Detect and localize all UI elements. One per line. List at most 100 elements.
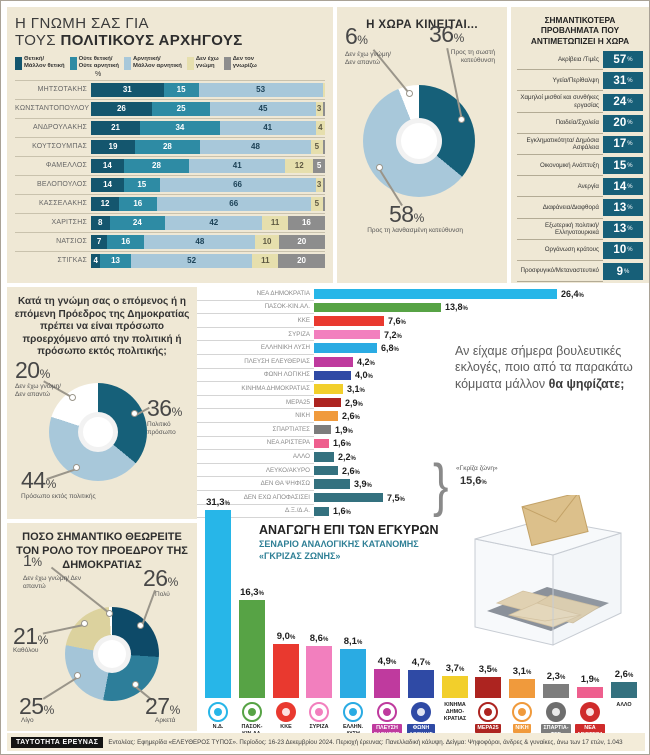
problem-row: Προσφυγικό/Μεταναστευτικό 9% [517,261,643,283]
percent-sign: % [258,591,264,597]
vote-value: 7,2% [384,329,402,340]
percent-sign: % [359,387,365,394]
percent-sign: % [366,483,372,490]
vote-bar [314,492,383,503]
donut-slice-label: Δεν έχω γνώμη/ Δεν απαντώ [345,51,392,67]
leader-bar-segment: 26 [91,101,152,116]
legend-label-line2: γνωρίζω [232,62,257,69]
projection-title: ΑΝΑΓΩΓΗ ΕΠΙ ΤΩΝ ΕΓΚΥΡΩΝ [259,523,439,537]
donut-slice-label: Πολιτικό πρόσωπο [147,421,176,437]
vote-value: 6,8% [381,343,399,354]
donut-slice-label: Καθόλου [13,647,39,654]
percent-sign: % [354,469,360,476]
projection-party-label-line: Ν.Δ. [212,724,224,730]
vote-value: 13,8% [445,302,468,313]
leaders-panel-title: Η ΓΝΩΜΗ ΣΑΣ ΓΙΑ ΤΟΥΣ ΠΟΛΙΤΙΚΟΥΣ ΑΡΧΗΓΟΥΣ [15,15,325,50]
leaders-title-line2-bold: ΠΟΛΙΤΙΚΟΥΣ ΑΡΧΗΓΟΥΣ [60,32,243,50]
percent-sign: % [31,555,42,569]
problem-label: Εγκληματικότητα/ Δημόσια Ασφάλεια [517,134,603,156]
vote-party-label: ΚΙΝΗΜΑ ΔΗΜΟΚΡΑΤΙΑΣ [197,382,314,396]
party-logo-glyph [315,708,323,716]
vote-row: ΣΥΡΙΖΑ 7,2% [197,328,645,342]
country-direction-panel: Η ΧΩΡΑ ΚΙΝΕΙΤΑΙ... 6% Δεν έχω γνώμη/ Δεν … [337,7,507,283]
leader-name: ΚΩΝΣΤΑΝΤΟΠΟΥΛΟΥ [15,105,90,113]
problem-label: Ακρίβεια /Τιμές [517,49,603,71]
legend-label: Αρνητική/Μάλλον αρνητική [133,56,182,70]
percent-sign: % [627,183,633,190]
legend-swatch-icon [124,56,132,70]
vote-value: 4,2% [357,356,375,367]
grey-zone-label: «Γκρίζα ζώνη» [456,465,498,472]
leader-row: ΜΗΤΣΟΤΑΚΗΣ 31 15 53 [15,79,325,99]
donut-slice-anchor-dot [131,681,139,689]
problem-value-badge: 24% [603,93,643,111]
vote-row: ΦΩΝΗ ΛΟΓΙΚΗΣ 4,0% [197,369,645,383]
percent-sign: % [400,319,406,326]
vote-party-label: ΝΕΑ ΔΗΜΟΚΡΑΤΙΑ [197,287,314,301]
donut-slice-value: 21% [13,623,48,649]
leader-bar-segment: 11 [252,253,279,268]
party-logo-glyph [518,708,526,716]
leader-bar-segment: 48 [199,139,312,154]
projection-bar [509,679,535,698]
donut-hole [93,635,131,673]
leader-bar-segment: 41 [219,120,316,135]
foni-logikis-party-logo-icon [411,702,431,722]
leaders-title-line1: Η ΓΝΩΜΗ ΣΑΣ ΓΙΑ [15,15,149,32]
projection-value: 2,3% [546,671,566,682]
vote-bar [314,302,441,313]
survey-identity-badge: ΤΑΥΤΟΤΗΤΑ ΕΡΕΥΝΑΣ [11,736,104,748]
vote-bar [314,329,380,340]
problem-value-badge: 17% [603,135,643,153]
projection-party-label: Ν.Δ. [199,724,237,731]
party-logo-glyph [214,708,222,716]
projection-bar [340,649,366,698]
leader-bar-segment [322,177,325,192]
spartiates-party-logo-icon [546,702,566,722]
vote-party-label: ΝΕΑ ΑΡΙΣΤΕΡΑ [197,437,314,451]
leader-row: ΧΑΡΙΤΣΗΣ 8 24 42 11 16 [15,212,325,232]
vote-question-bold: θα ψηφίζατε; [548,376,625,391]
vote-bar [314,370,351,381]
party-logo-glyph [349,708,357,716]
percent-sign: % [289,635,296,641]
legend-item: Δεν τον γνωρίζω [223,56,257,70]
legend-label: Δεν τον γνωρίζω [233,56,257,70]
legend-label-line2: Μάλλον θετική [24,62,65,69]
donut-slice-label: Προς τη λανθασμένη κατεύθυνση [367,227,463,234]
leader-row: ΚΑΣΣΕΛΑΚΗΣ 12 16 66 5 [15,193,325,213]
problem-label: Προσφυγικό/Μεταναστευτικό [517,261,603,283]
party-logo-glyph [586,708,594,716]
leader-row: ΝΑΤΣΙΟΣ 7 16 48 10 20 [15,231,325,251]
percent-sign: % [453,31,465,45]
leader-bar-segment: 53 [198,82,323,97]
vote-row: ΕΛΛΗΝΙΚΗ ΛΥΣΗ 6,8% [197,341,645,355]
legend-label-line2: γνώμη [195,62,215,69]
percent-sign: % [627,77,633,84]
problem-label: Χαμηλοί μισθοί και συνθήκες εργασίας [517,91,603,113]
percent-sign: % [396,333,402,340]
legend-label-line2: Ούτε αρνητική [78,62,120,69]
leader-stacked-bar: 19 28 48 5 [91,139,325,154]
leader-name: ΦΑΜΕΛΛΟΣ [45,162,87,170]
vote-row: ΚΙΝΗΜΑ ΔΗΜΟΚΡΑΤΙΑΣ 3,1% [197,382,645,396]
problem-row: Οργάνωση κράτους 10% [517,240,643,261]
vote-bar [314,289,557,299]
legend-item: Δεν έχω γνώμη [186,56,219,70]
projection-bar [205,510,231,698]
vote-row: ΠΑΣΟΚ-ΚΙΝ.ΑΛ. 13,8% [197,301,645,315]
projection-value: 9,0% [276,631,296,642]
percent-sign: % [481,480,487,486]
problem-row: Εξωτερική πολιτική/ Ελληνοτουρκικά 13% [517,219,643,240]
leader-row: ΦΑΜΕΛΛΟΣ 14 28 41 12 5 [15,155,325,175]
donut-slice-value: 36% [147,395,182,421]
leader-row: ΣΤΙΓΚΑΣ 4 13 52 11 20 [15,250,325,270]
legend-item: Θετική/Μάλλον θετική [15,56,65,70]
leader-bar-segment: 66 [159,177,316,192]
leader-bar-segment [322,101,325,116]
leader-row: ΚΩΝΣΤΑΝΤΟΠΟΥΛΟΥ 26 25 45 3 [15,98,325,118]
leader-bar-segment: 5 [310,196,323,211]
vote-bar [314,479,350,489]
projection-party-label-text: ΑΛΛΟ [605,702,643,709]
donut-slice-value: 25% [19,693,54,719]
